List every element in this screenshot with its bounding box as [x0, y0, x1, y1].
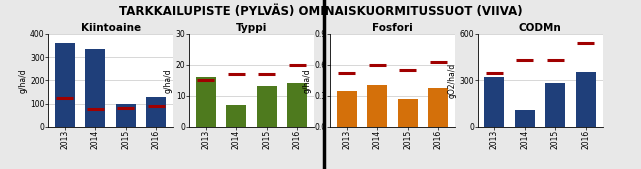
Title: Fosfori: Fosfori: [372, 23, 413, 33]
Title: CODMn: CODMn: [519, 23, 562, 33]
Bar: [146, 96, 166, 127]
Y-axis label: gO2/ha/d: gO2/ha/d: [447, 63, 456, 98]
Bar: [337, 91, 357, 127]
Bar: [515, 110, 535, 127]
Y-axis label: g/ha/d: g/ha/d: [164, 68, 173, 93]
Bar: [85, 49, 105, 127]
Y-axis label: g/ha/d: g/ha/d: [18, 68, 27, 93]
Bar: [196, 77, 216, 127]
Bar: [226, 105, 246, 127]
Y-axis label: g/ha/d: g/ha/d: [303, 68, 312, 93]
Bar: [428, 88, 448, 127]
Bar: [545, 83, 565, 127]
Bar: [287, 83, 307, 127]
Text: TARKKAILUPISTE (PYLVÄS) OMINAISKUORMITUSSUOT (VIIVA): TARKKAILUPISTE (PYLVÄS) OMINAISKUORMITUS…: [119, 5, 522, 18]
Bar: [485, 77, 504, 127]
Bar: [257, 87, 277, 127]
Bar: [116, 103, 136, 127]
Bar: [398, 99, 418, 127]
Bar: [576, 72, 595, 127]
Title: Kiintoaine: Kiintoaine: [81, 23, 140, 33]
Title: Typpi: Typpi: [236, 23, 267, 33]
Bar: [55, 43, 75, 127]
Bar: [367, 86, 387, 127]
